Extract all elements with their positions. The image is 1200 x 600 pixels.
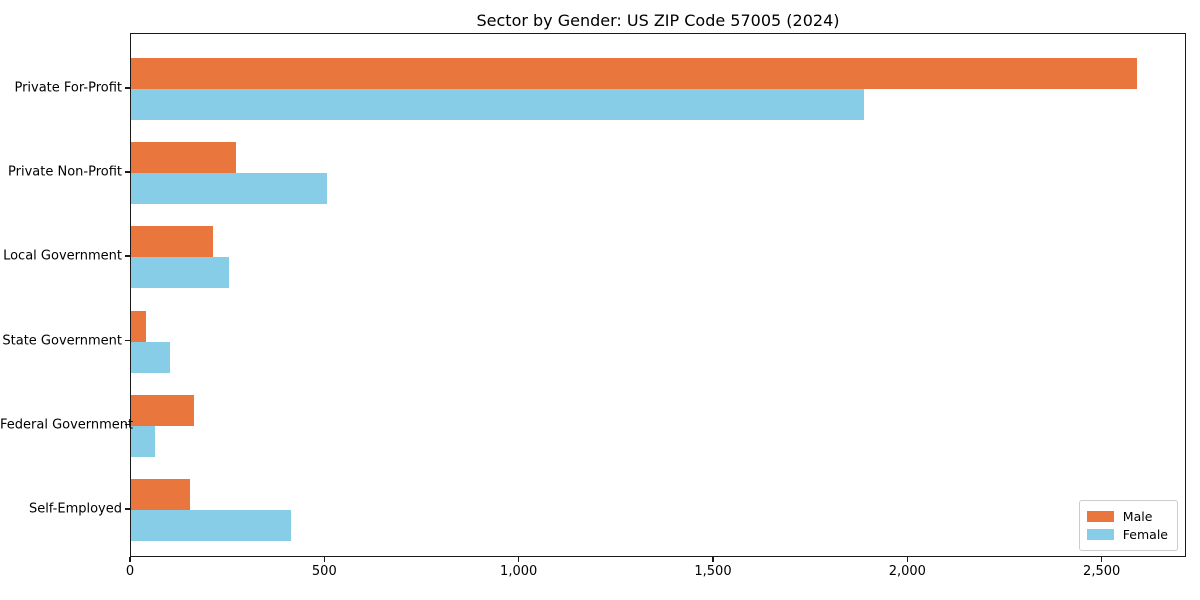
category-label: Self-Employed [28, 501, 122, 517]
category-label: Federal Government [0, 417, 134, 433]
bar-female-self-employed [131, 510, 291, 541]
legend: Male Female [1078, 500, 1178, 551]
legend-entry-female: Female [1086, 527, 1168, 542]
chart-title: Sector by Gender: US ZIP Code 57005 (202… [476, 11, 840, 30]
x-tick-label: 1,000 [500, 564, 538, 579]
x-axis-tick [129, 557, 131, 562]
bar-female-state-government [131, 341, 171, 373]
legend-swatch-female [1086, 529, 1114, 540]
bar-female-local-government [131, 257, 229, 289]
y-axis-tick [125, 423, 130, 426]
x-axis-tick [517, 557, 520, 562]
y-axis-tick [125, 87, 130, 89]
category-label: State Government [2, 333, 122, 349]
x-axis-tick [906, 557, 909, 562]
bar-male-local-government [131, 226, 213, 258]
category-label: Private Non-Profit [8, 164, 122, 180]
bar-female-private-non-profit [131, 173, 328, 205]
category-label: Local Government [3, 248, 122, 264]
y-axis-tick [125, 255, 130, 257]
legend-label-female: Female [1122, 527, 1168, 542]
bar-male-federal-government [131, 394, 194, 426]
plot-area: Male Female [130, 33, 1186, 557]
x-tick-label: 500 [311, 564, 337, 579]
bar-male-state-government [131, 310, 146, 342]
x-tick-label: 2,500 [1083, 564, 1121, 579]
bar-male-private-for-profit [131, 58, 1137, 89]
x-axis-tick [712, 557, 714, 562]
legend-swatch-male [1086, 511, 1114, 522]
x-tick-label: 1,500 [694, 564, 732, 579]
x-axis-tick [1100, 557, 1103, 562]
y-axis-tick [125, 508, 130, 510]
x-tick-label: 0 [125, 564, 135, 579]
y-axis-tick [125, 339, 130, 342]
legend-label-male: Male [1122, 509, 1153, 524]
legend-entry-male: Male [1086, 509, 1168, 524]
bar-female-private-for-profit [131, 89, 865, 120]
bar-male-private-non-profit [131, 142, 237, 174]
bar-female-federal-government [131, 425, 156, 457]
category-label: Private For-Profit [14, 80, 122, 96]
x-tick-label: 2,000 [888, 564, 926, 579]
y-axis-tick [125, 171, 130, 173]
x-axis-tick [323, 557, 326, 562]
bar-male-self-employed [131, 479, 191, 510]
